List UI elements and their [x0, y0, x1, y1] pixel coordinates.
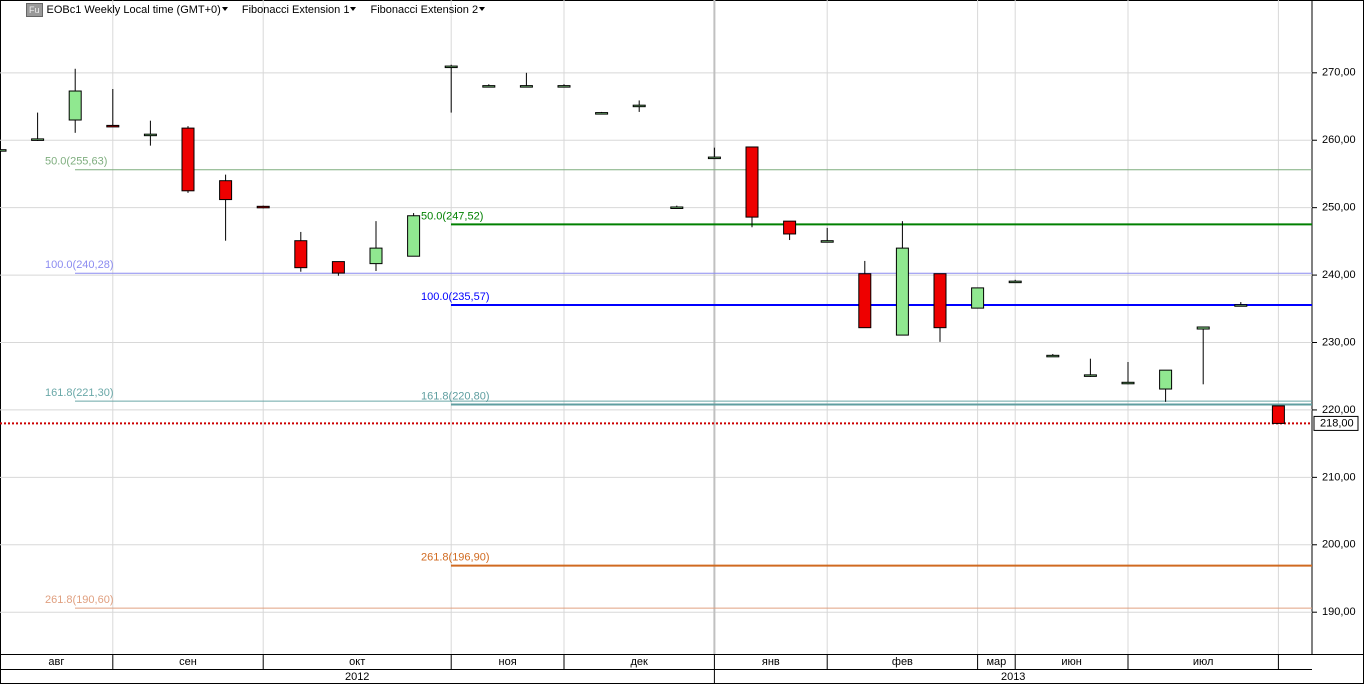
candle-body	[106, 124, 120, 128]
x-tick-label: мар	[986, 656, 1006, 668]
candle-body	[933, 273, 947, 329]
candle-body	[1121, 381, 1135, 385]
x-tick-label: июл	[1193, 656, 1214, 668]
y-tick-label: 270,00	[1322, 67, 1356, 79]
candle-body	[707, 156, 721, 160]
x-tick-label: авг	[48, 656, 64, 668]
x-tick-label: янв	[762, 656, 780, 668]
candle-body	[1196, 326, 1210, 330]
candle-body	[482, 85, 496, 88]
x-tick-label: ноя	[499, 656, 517, 668]
candle-body	[557, 85, 571, 88]
candle-body	[745, 146, 759, 218]
y-tick-label: 230,00	[1322, 336, 1356, 348]
y-tick-label: 200,00	[1322, 539, 1356, 551]
chart-header: Fu EOBc1 Weekly Local time (GMT+0) Fibon…	[26, 3, 485, 17]
candle-body	[331, 261, 345, 274]
candle-body	[895, 247, 909, 336]
fib-label: 261.8(196,90)	[421, 552, 490, 564]
candle-body	[1083, 374, 1097, 377]
candle-body	[369, 247, 383, 265]
x-tick-label: фев	[892, 656, 913, 668]
candle-body	[971, 287, 985, 309]
year-label: 2012	[345, 671, 369, 683]
fib-label: 161.8(220,80)	[421, 390, 490, 402]
y-tick-label: 260,00	[1322, 134, 1356, 146]
candle-body	[632, 104, 646, 108]
year-label: 2013	[1001, 671, 1025, 683]
x-tick-label: июн	[1061, 656, 1081, 668]
candle-body	[256, 205, 270, 209]
y-tick-label: 190,00	[1322, 606, 1356, 618]
candle-body	[181, 127, 195, 192]
candle-body	[444, 65, 458, 69]
candle-body	[0, 149, 7, 152]
candle-body	[858, 273, 872, 329]
study-menu[interactable]: Fibonacci Extension 1	[242, 4, 357, 16]
candle-body	[670, 206, 684, 209]
candle-body	[68, 90, 82, 121]
y-tick-label: 210,00	[1322, 471, 1356, 483]
instrument-icon[interactable]: Fu	[26, 3, 43, 17]
fib-label: 100.0(240,28)	[45, 259, 114, 271]
candle-body	[820, 240, 834, 243]
y-tick-label: 220,00	[1322, 404, 1356, 416]
last-price-box	[1313, 415, 1359, 431]
fib-label: 50.0(255,63)	[45, 156, 107, 168]
x-tick-label: сен	[179, 656, 197, 668]
instrument-menu[interactable]: EOBc1 Weekly Local time (GMT+0)	[47, 4, 228, 16]
y-tick-label: 250,00	[1322, 202, 1356, 214]
candle-body	[1271, 405, 1285, 424]
candle-body	[143, 133, 157, 137]
candle-body	[294, 240, 308, 269]
fib-label: 100.0(235,57)	[421, 291, 490, 303]
candle-body	[783, 220, 797, 235]
y-tick-label: 240,00	[1322, 269, 1356, 281]
study-menu[interactable]: Fibonacci Extension 2	[370, 4, 485, 16]
fib-label: 261.8(190,60)	[45, 594, 114, 606]
fib-label: 161.8(221,30)	[45, 387, 114, 399]
candle-body	[1159, 369, 1173, 390]
last-price-label: 218,00	[1320, 417, 1354, 429]
candle-body	[1046, 354, 1060, 358]
candle-body	[595, 112, 609, 115]
candle-body	[1008, 280, 1022, 284]
fib-label: 50.0(247,52)	[421, 210, 483, 222]
x-tick-label: окт	[349, 656, 365, 668]
candle-body	[1234, 304, 1248, 307]
candle-body	[407, 215, 421, 257]
candle-body	[219, 180, 233, 201]
candle-body	[31, 138, 45, 141]
x-tick-label: дек	[631, 656, 649, 668]
candle-body	[519, 85, 533, 88]
